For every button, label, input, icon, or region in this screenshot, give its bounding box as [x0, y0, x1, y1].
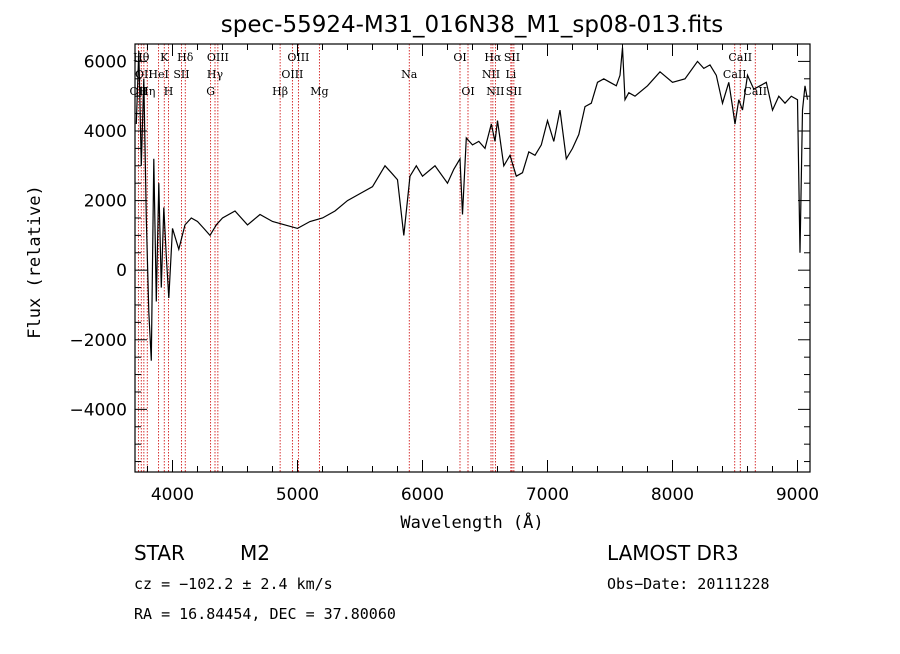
emission-line-label: OI: [461, 85, 474, 98]
emission-line-label: NII: [486, 85, 504, 98]
emission-line-label: OIII: [207, 51, 229, 64]
emission-line-label: Li: [505, 68, 516, 81]
emission-line-label: Hα: [484, 51, 502, 64]
x-axis-label: Wavelength (Å): [400, 511, 543, 533]
spectrum-line: [135, 47, 809, 361]
emission-line-labels: OIIHθOIIHηHeIKHSIIHδGHγOIIIHβOIIIOIIIMgN…: [130, 51, 768, 98]
emission-line-label: Hδ: [177, 51, 194, 64]
emission-line-label: K: [160, 51, 169, 64]
y-tick-label: 6000: [84, 52, 127, 72]
chart-title: spec-55924-M31_016N38_M1_sp08-013.fits: [221, 12, 723, 38]
emission-line-label: OIII: [287, 51, 309, 64]
y-axis-ticks: −4000 −2000 0 2000 4000 6000: [69, 43, 810, 463]
object-subclass: M2: [240, 541, 270, 565]
emission-line-markers: [137, 44, 756, 472]
y-tick-label: 2000: [84, 192, 127, 212]
x-tick-label: 7000: [526, 485, 569, 505]
emission-line-label: G: [206, 85, 215, 98]
emission-line-label: CaII: [723, 68, 747, 81]
x-tick-label: 9000: [776, 485, 819, 505]
emission-line-label: NII: [482, 68, 500, 81]
x-tick-label: 8000: [651, 485, 694, 505]
emission-line-label: CaII: [728, 51, 752, 64]
emission-line-label: SII: [173, 68, 189, 81]
emission-line-label: Hθ: [133, 51, 150, 64]
x-tick-label: 5000: [276, 485, 319, 505]
emission-line-label: SII: [504, 51, 520, 64]
x-axis-ticks: 4000 5000 6000 7000 8000 9000: [147, 44, 819, 505]
emission-line-label: Na: [401, 68, 418, 81]
x-tick-label: 4000: [151, 485, 194, 505]
emission-line-label: Hγ: [207, 68, 224, 81]
emission-line-label: HeI: [148, 68, 168, 81]
survey-name: LAMOST DR3: [607, 541, 739, 565]
plot-frame: [134, 43, 811, 473]
emission-line-label: OI: [453, 51, 466, 64]
emission-line-label: CaII: [743, 85, 767, 98]
emission-line-label: Hβ: [272, 85, 288, 98]
x-tick-label: 6000: [401, 485, 444, 505]
y-tick-label: −2000: [69, 331, 127, 351]
y-tick-label: 0: [116, 261, 127, 281]
coordinates: RA = 16.84454, DEC = 37.80060: [134, 605, 396, 623]
y-axis-label: Flux (relative): [25, 185, 45, 339]
observation-date: Obs−Date: 20111228: [607, 575, 770, 593]
emission-line-label: H: [164, 85, 174, 98]
emission-line-label: Hη: [139, 85, 155, 98]
object-class: STAR: [134, 541, 185, 565]
emission-line-label: OIII: [281, 68, 303, 81]
emission-line-label: SII: [506, 85, 522, 98]
redshift-cz: cz = −102.2 ± 2.4 km/s: [134, 575, 333, 593]
emission-line-label: Mg: [310, 85, 328, 98]
y-tick-label: −4000: [69, 400, 127, 420]
y-tick-label: 4000: [84, 122, 127, 142]
